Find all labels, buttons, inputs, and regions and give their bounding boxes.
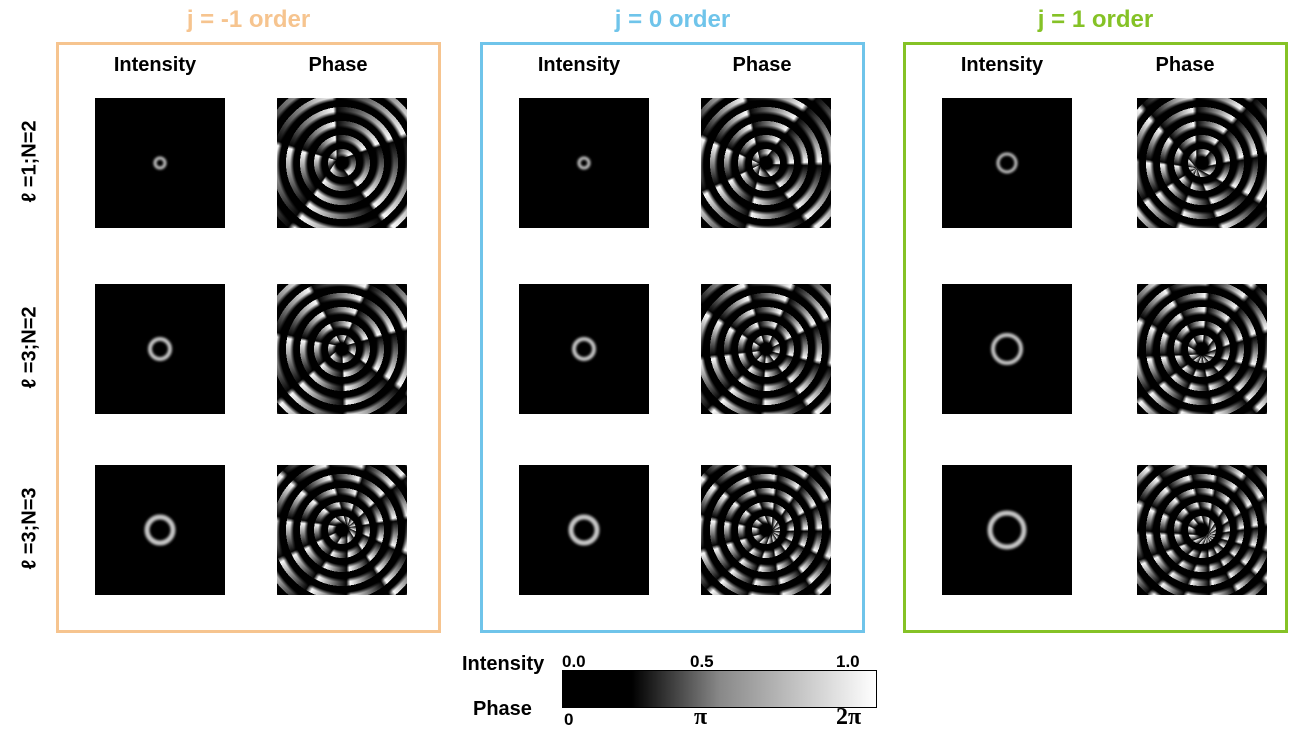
intensity-image [519, 284, 649, 414]
column-header: Phase [258, 54, 418, 77]
intensity-image [942, 98, 1072, 228]
column-header: Phase [1105, 54, 1265, 77]
intensity-image [942, 284, 1072, 414]
intensity-image [519, 465, 649, 595]
colorbar-tick: π [694, 704, 707, 731]
intensity-image [942, 465, 1072, 595]
column-header: Phase [682, 54, 842, 77]
phase-image [701, 98, 831, 228]
colorbar [562, 670, 877, 708]
phase-image [277, 284, 407, 414]
colorbar-label: Intensity [462, 653, 544, 676]
panel-title: j = 0 order [480, 6, 865, 34]
row-label: ℓ =3;N=3 [19, 449, 42, 609]
colorbar-label: Phase [473, 698, 532, 721]
phase-image [277, 98, 407, 228]
colorbar-tick: 0.5 [690, 652, 714, 672]
colorbar-tick: 1.0 [836, 652, 860, 672]
intensity-image [95, 284, 225, 414]
panel-title: j = 1 order [903, 6, 1288, 34]
figure: j = -1 order Intensity Phase j = 0 order Int… [0, 0, 1291, 733]
phase-image [1137, 465, 1267, 595]
row-label: ℓ =3;N=2 [19, 268, 42, 428]
colorbar-tick: 0.0 [562, 652, 586, 672]
intensity-image [95, 98, 225, 228]
phase-image [701, 284, 831, 414]
colorbar-tick: 2π [836, 704, 861, 731]
panel-title: j = -1 order [56, 6, 441, 34]
phase-image [1137, 98, 1267, 228]
column-header: Intensity [922, 54, 1082, 77]
intensity-image [519, 98, 649, 228]
phase-image [277, 465, 407, 595]
column-header: Intensity [499, 54, 659, 77]
row-label: ℓ =1;N=2 [19, 82, 42, 242]
phase-image [1137, 284, 1267, 414]
column-header: Intensity [75, 54, 235, 77]
colorbar-tick: 0 [564, 710, 573, 730]
phase-image [701, 465, 831, 595]
intensity-image [95, 465, 225, 595]
